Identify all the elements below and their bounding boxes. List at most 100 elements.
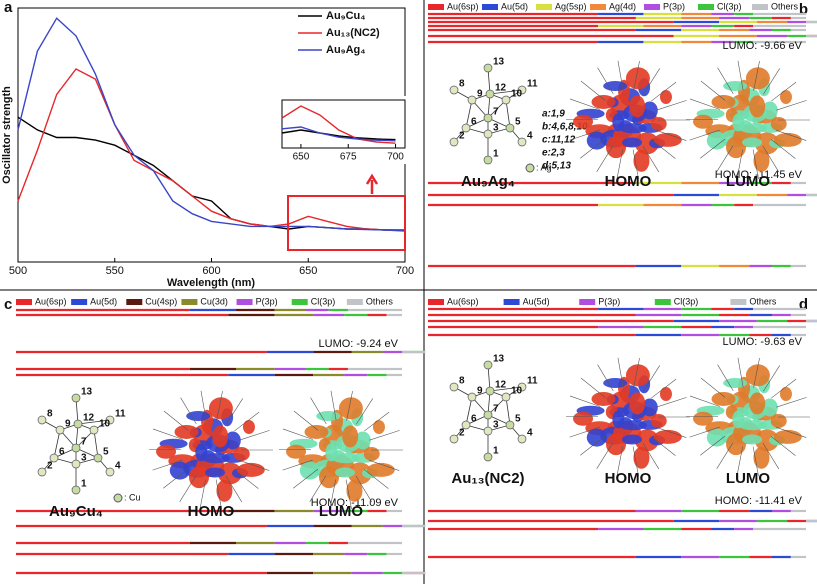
ligand: [651, 81, 677, 102]
legend-label: Au₁₃(NC2): [326, 27, 380, 39]
orbital-lobe: [732, 410, 745, 429]
legend-label: Au(6sp): [35, 296, 67, 306]
orbital-lobe: [761, 398, 778, 417]
ligand: [689, 426, 720, 438]
atom-label: 11: [527, 79, 538, 90]
ligand: [752, 446, 759, 477]
ligand: [689, 98, 721, 110]
ligand: [736, 149, 743, 180]
ligand: [700, 138, 726, 159]
x-tick-label: 550: [106, 265, 124, 277]
legend-label: P(3p): [256, 296, 278, 306]
ligand: [753, 357, 760, 388]
x-tick-label: 650: [293, 152, 310, 163]
atom-label: 2: [47, 461, 53, 472]
atom-label: 4: [527, 428, 533, 439]
ligand: [163, 468, 189, 489]
orbital-lobe: [633, 149, 650, 172]
atom: [517, 434, 527, 444]
legend-swatch: [291, 299, 308, 305]
key-atom: [113, 493, 123, 503]
ligand: [616, 446, 623, 477]
atom-label: 13: [493, 57, 505, 68]
homo-label: HOMO: [605, 470, 652, 487]
x-tick-label: 700: [396, 265, 414, 277]
ligand: [200, 390, 207, 421]
orbital-lobe: [732, 113, 745, 132]
atom-label: 8: [459, 79, 465, 90]
orbital-lobe: [586, 428, 607, 447]
orbital-lobe: [612, 113, 625, 132]
ligand: [651, 378, 677, 399]
orbital-lobe: [325, 443, 338, 462]
orbital-lobe: [618, 123, 647, 134]
ligand: [282, 428, 314, 440]
bond: [93, 429, 99, 459]
orbital-lobe: [749, 392, 766, 415]
atom: [73, 419, 83, 429]
atom: [485, 386, 495, 396]
orbital-lobe: [208, 397, 233, 420]
orbital-lobe: [742, 434, 763, 445]
ligand: [650, 436, 676, 456]
ligand: [763, 68, 781, 95]
legend-label: Ag(5sp): [555, 1, 587, 11]
orbital-lobe: [711, 391, 736, 406]
atom: [105, 415, 115, 425]
atom-label: 6: [59, 447, 65, 458]
legend-label: P(3p): [598, 296, 620, 306]
legend-swatch: [71, 299, 88, 305]
legend-label: Others: [366, 296, 394, 306]
legend-label: Cl(3p): [311, 296, 336, 306]
ligand: [700, 435, 726, 456]
orbital-lobe: [591, 94, 616, 109]
atom: [449, 85, 459, 95]
ligand: [309, 475, 327, 502]
lumo-label: LUMO: [319, 503, 363, 520]
ligand: [700, 80, 726, 101]
atom-label: 1: [493, 446, 499, 457]
atom: [483, 113, 493, 123]
orbital-lobe: [742, 137, 763, 148]
bond: [77, 419, 111, 425]
atom-label: 5: [103, 447, 109, 458]
x-tick-label: 600: [202, 265, 220, 277]
legend-label: Cl(3p): [674, 296, 699, 306]
cluster-name: Au₉Ag₄: [461, 173, 515, 190]
orbital-lobe: [622, 137, 643, 148]
ligand: [633, 357, 640, 388]
atom-label: 7: [81, 437, 87, 448]
ligand: [736, 446, 743, 477]
ligand: [364, 411, 390, 432]
ligand: [580, 80, 606, 101]
ligand: [632, 149, 639, 180]
bond: [489, 386, 523, 392]
orbital-lobe: [612, 410, 625, 429]
orbital-lobe: [723, 81, 748, 92]
atom: [517, 382, 527, 392]
ligand: [717, 67, 734, 95]
orbital-lobe: [726, 433, 747, 456]
ligand: [689, 129, 720, 141]
atom: [449, 434, 459, 444]
ligand: [776, 397, 807, 408]
ligand: [643, 68, 661, 95]
ligand: [716, 442, 734, 469]
atom-label: 3: [81, 453, 87, 464]
panel-label: d: [799, 296, 808, 313]
ligand: [642, 442, 660, 470]
orbital-lobe: [761, 101, 778, 120]
ligand: [345, 479, 352, 510]
orbital-lobe: [169, 461, 190, 480]
ligand: [752, 149, 759, 180]
orbital-lobe: [156, 444, 177, 459]
atom-label: 12: [83, 413, 95, 424]
ligand: [689, 395, 721, 407]
atom-label: 5: [515, 414, 521, 425]
ligand: [656, 427, 687, 438]
x-tick-label: 650: [299, 265, 317, 277]
ligand: [770, 139, 796, 159]
ligand: [239, 460, 270, 471]
bond: [505, 99, 511, 129]
